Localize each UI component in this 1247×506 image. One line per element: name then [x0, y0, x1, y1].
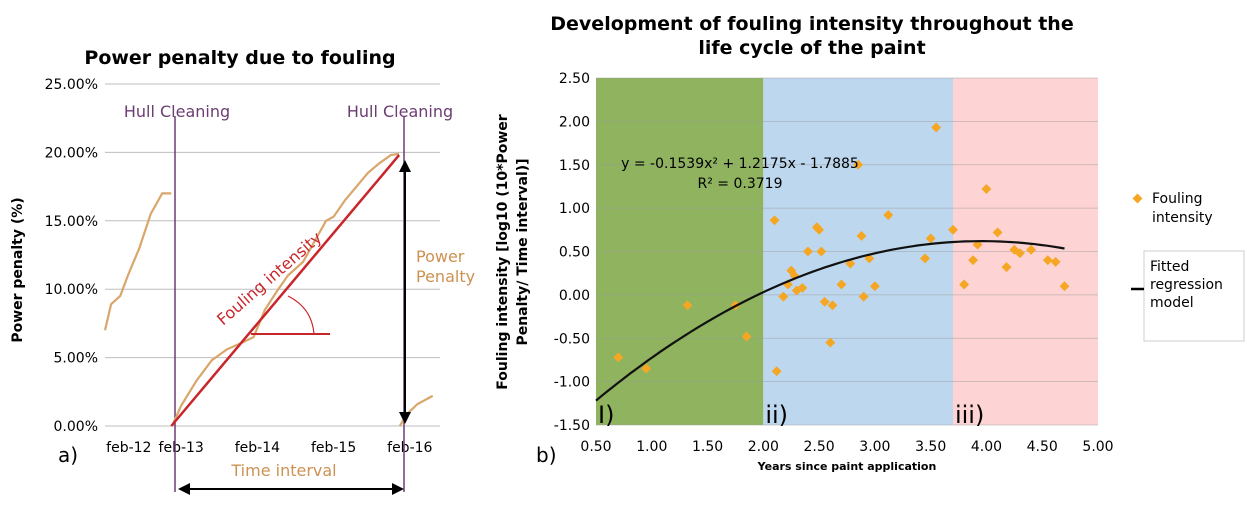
chart-b-y-tick: 0.50 [559, 245, 590, 261]
chart-b-y-tick: 1.50 [559, 158, 590, 174]
chart-b-x-tick: 0.50 [580, 439, 611, 455]
angle-arc [287, 295, 315, 335]
chart-b-region-labels: I) ii) iii) [598, 401, 984, 429]
chart-b-y-tick: -1.50 [554, 418, 590, 434]
chart-b-point [797, 282, 808, 293]
chart-a-gridlines [105, 83, 440, 427]
chart-a-x-tick: feb-13 [159, 440, 204, 456]
chart-b-panel-label: b) [536, 443, 557, 467]
chart-a-y-tick: 0.00% [54, 419, 98, 435]
legend-fitted-box [1143, 250, 1245, 342]
chart-b-point [819, 296, 830, 307]
chart-a-y-tick: 25.00% [45, 77, 98, 93]
chart-a-power-penalty-line [398, 394, 434, 427]
chart-b-x-tick: 3.00 [859, 439, 890, 455]
regression-r-squared: R² = 0.3719 [698, 176, 783, 192]
chart-a-regression-line [170, 154, 401, 427]
hull-cleaning-label-1: Hull Cleaning [124, 102, 230, 121]
chart-b-region-label: iii) [955, 401, 984, 429]
time-interval-arrow-head-left [178, 483, 190, 495]
chart-a-power-penalty-line [171, 152, 400, 427]
power-penalty-label-line2: Penalty [416, 267, 475, 286]
chart-b-point [827, 300, 838, 311]
chart-b-point [1059, 281, 1070, 292]
chart-a-x-tick-labels: feb-12 feb-13 feb-14 feb-15 feb-16 [106, 440, 432, 456]
chart-b-fouling-intensity: Development of fouling intensity through… [495, 13, 1245, 473]
time-interval-label: Time interval [230, 461, 336, 480]
chart-b-y-tick: 0.00 [559, 288, 590, 304]
chart-b-x-tick: 2.00 [748, 439, 779, 455]
power-penalty-arrow-head-top [399, 160, 411, 172]
chart-a-panel-label: a) [58, 443, 78, 467]
chart-b-title-line2: life cycle of the paint [698, 37, 925, 59]
chart-b-point [1042, 255, 1053, 266]
chart-b-y-axis-label-line1: Fouling intensity [log10 (10*Power [495, 114, 511, 389]
chart-b-y-tick: -1.00 [554, 375, 590, 391]
chart-b-y-tick: 2.50 [559, 71, 590, 87]
chart-b-x-tick: 5.00 [1082, 439, 1113, 455]
chart-b-x-tick-labels: 0.50 1.00 1.50 2.00 2.50 3.00 3.50 4.00 4.50 5.00 [580, 439, 1113, 455]
chart-b-title-line1: Development of fouling intensity through… [550, 13, 1073, 35]
chart-b-y-tick: 2.00 [559, 114, 590, 130]
legend-label-fitted-line1: Fitted [1150, 259, 1189, 275]
chart-a-y-tick-labels: 0.00% 5.00% 10.00% 15.00% 20.00% 25.00% [45, 77, 98, 435]
chart-a-title: Power penalty due to fouling [84, 47, 395, 69]
chart-b-point [771, 366, 782, 377]
legend-label-fitted-line2: regression [1150, 277, 1223, 293]
chart-b-point [836, 279, 847, 290]
chart-b-point [959, 279, 970, 290]
time-interval-arrow-head-right [392, 483, 404, 495]
chart-a-y-tick: 15.00% [45, 214, 98, 230]
chart-b-y-tick: -0.50 [554, 331, 590, 347]
chart-b-regression-curve [595, 239, 1065, 402]
chart-a-power-penalty: Power penalty due to fouling 0.00% 5.00% 1… [10, 47, 475, 495]
chart-b-point [1014, 248, 1025, 259]
chart-b-y-tick: 1.00 [559, 201, 590, 217]
chart-b-point [869, 281, 880, 292]
chart-b-x-tick: 2.50 [804, 439, 835, 455]
chart-b-point [741, 331, 752, 342]
chart-a-y-axis-label: Power penalty (%) [10, 197, 26, 342]
chart-b-point [778, 291, 789, 302]
chart-a-power-penalty-line [103, 192, 172, 331]
chart-b-legend: Fouling intensity Fitted regression mode… [1131, 191, 1245, 342]
chart-b-x-tick: 1.50 [692, 439, 723, 455]
legend-marker-fouling-intensity [1132, 193, 1143, 204]
chart-b-x-axis-label: Years since paint application [757, 460, 937, 473]
chart-a-x-tick: feb-14 [235, 440, 280, 456]
chart-b-point [948, 224, 958, 235]
chart-b-y-tick-labels: -1.50 -1.00 -0.50 0.00 0.50 1.00 1.50 2.00 2.50 [554, 71, 590, 434]
chart-b-point [825, 337, 836, 348]
chart-a-series [103, 152, 434, 427]
chart-a-x-tick: feb-15 [311, 440, 356, 456]
chart-b-y-axis-label-line2: Penalty/ Time interval)] [515, 158, 531, 345]
power-penalty-label-line1: Power [416, 247, 465, 266]
legend-label-fitted-line3: model [1150, 295, 1194, 311]
chart-b-point [613, 352, 624, 363]
chart-b-region-label: I) [598, 401, 614, 429]
chart-b-x-tick: 4.00 [971, 439, 1002, 455]
chart-b-point [814, 224, 825, 235]
chart-b-x-tick: 3.50 [915, 439, 946, 455]
regression-equation: y = -0.1539x² + 1.2175x - 1.7885 [621, 156, 859, 172]
chart-b-x-tick: 1.00 [636, 439, 667, 455]
chart-b-point [858, 291, 869, 302]
chart-a-y-tick: 5.00% [54, 351, 98, 367]
legend-label-fouling-line2: intensity [1152, 210, 1213, 226]
chart-b-region-label: ii) [765, 401, 788, 429]
chart-b-x-tick: 4.50 [1027, 439, 1058, 455]
power-penalty-arrow-head-bottom [399, 412, 411, 424]
chart-a-x-tick: feb-12 [106, 440, 151, 456]
chart-a-y-tick: 20.00% [45, 145, 98, 161]
chart-b-point [769, 215, 780, 226]
chart-a-y-tick: 10.00% [45, 282, 98, 298]
chart-a-x-tick: feb-16 [387, 440, 432, 456]
legend-label-fouling-line1: Fouling [1152, 191, 1203, 207]
chart-b-point [920, 253, 931, 264]
hull-cleaning-label-2: Hull Cleaning [347, 102, 453, 121]
chart-b-point [641, 363, 652, 374]
